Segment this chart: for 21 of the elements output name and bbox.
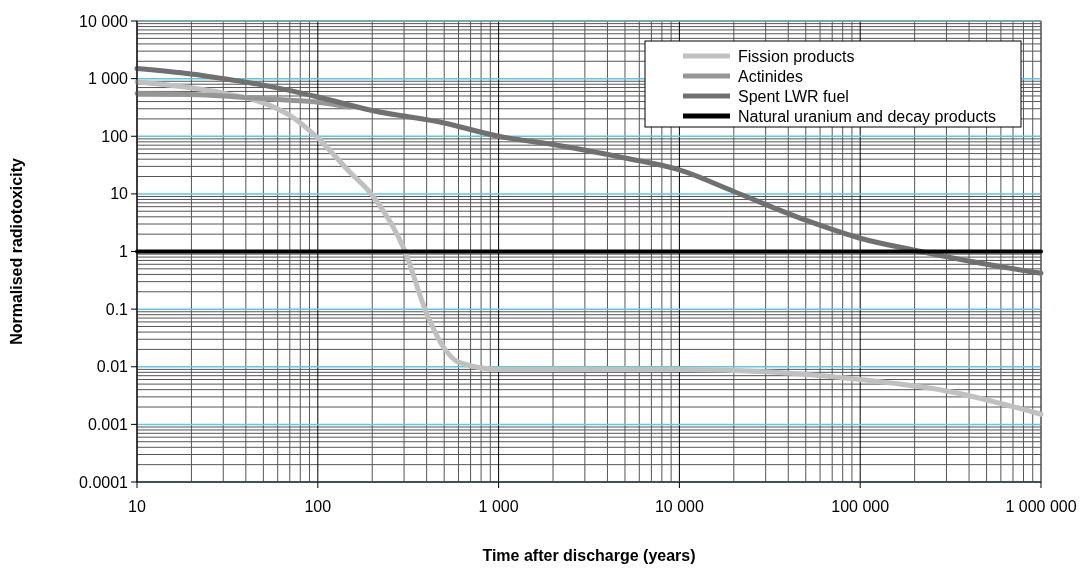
y-tick-label: 100 — [101, 127, 129, 145]
x-axis-title: Time after discharge (years) — [482, 547, 696, 564]
y-tick-label: 10 — [110, 185, 129, 203]
legend-label: Spent LWR fuel — [738, 87, 849, 105]
y-axis-title: Normalised radiotoxicity — [8, 158, 25, 345]
y-tick-label: 0.1 — [105, 300, 129, 318]
legend-label: Natural uranium and decay products — [738, 107, 996, 125]
y-tick-label: 0.001 — [87, 415, 129, 433]
y-tick-label: 1 — [119, 243, 129, 261]
y-tick-label: 1 000 — [87, 70, 129, 88]
x-tick-label: 1 000 000 — [1005, 498, 1077, 515]
y-tick-label: 0.0001 — [79, 473, 129, 491]
legend-label: Actinides — [738, 67, 803, 85]
x-tick-label: 10 000 — [654, 498, 704, 515]
x-tick-label: 100 — [304, 498, 332, 515]
y-tick-label: 10 000 — [79, 12, 129, 30]
legend-label: Fission products — [738, 47, 855, 65]
y-tick-label: 0.01 — [96, 358, 129, 376]
x-tick-label: 100 000 — [831, 498, 890, 515]
x-tick-label: 1 000 — [478, 498, 519, 515]
x-tick-label: 10 — [128, 498, 146, 515]
